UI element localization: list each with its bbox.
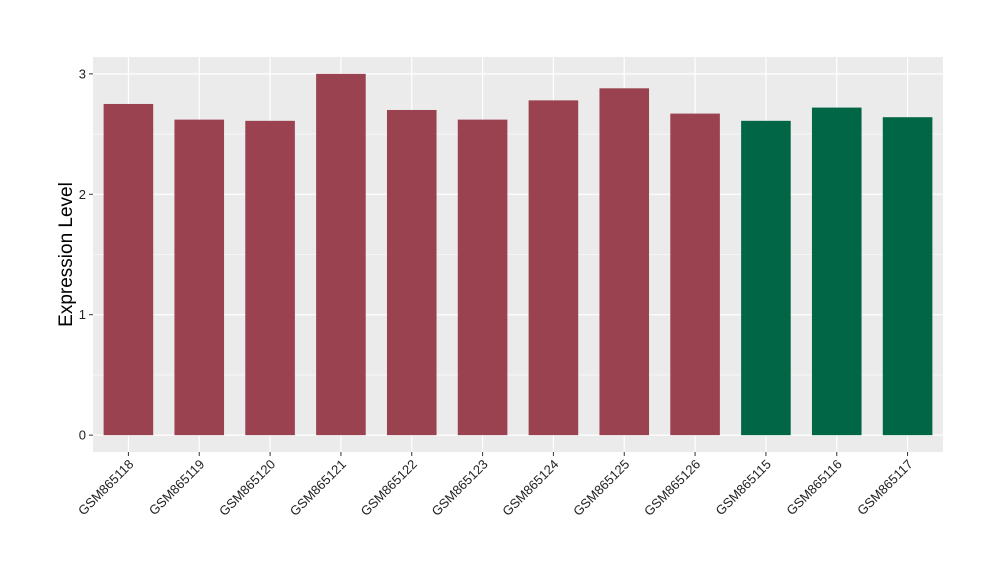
bar-GSM865125 [599,88,650,436]
y-tick-label: 3 [79,66,86,81]
bar-GSM865126 [670,113,720,436]
bar-GSM865123 [457,119,508,436]
x-tick-label: GSM865117 [854,457,916,519]
bar-GSM865115 [741,120,791,436]
bar-GSM865119 [174,119,225,436]
bar-GSM865118 [103,103,154,436]
x-tick-label: GSM865122 [358,457,420,519]
x-tick-label: GSM865116 [783,457,845,519]
bar-GSM865121 [316,73,366,436]
x-axis: GSM865118 GSM865119 GSM865120 GSM865121 GSM8… [75,452,916,519]
y-tick-label: 2 [79,187,86,202]
bar-GSM865116 [811,107,862,436]
x-tick-label: GSM865119 [146,457,208,519]
x-tick-label: GSM865121 [287,457,349,519]
bar-GSM865117 [882,117,933,436]
x-tick-label: GSM865123 [428,457,490,519]
minor-gridlines [93,133,943,376]
bar-GSM865124 [528,100,579,436]
x-tick-label: GSM865118 [75,457,137,519]
x-tick-label: GSM865125 [570,457,632,519]
bars [103,73,933,436]
y-tick-label: 1 [79,307,86,322]
y-axis: 0 1 2 3 [79,66,93,443]
bar-GSM865120 [245,120,295,436]
x-tick-label: GSM865126 [641,457,703,519]
y-axis-title: Expression Level [56,182,77,327]
x-tick-label: GSM865115 [712,457,774,519]
bar-GSM865122 [386,109,437,436]
x-tick-label: GSM865120 [216,457,278,519]
x-tick-label: GSM865124 [499,457,561,519]
y-tick-label: 0 [79,428,86,443]
